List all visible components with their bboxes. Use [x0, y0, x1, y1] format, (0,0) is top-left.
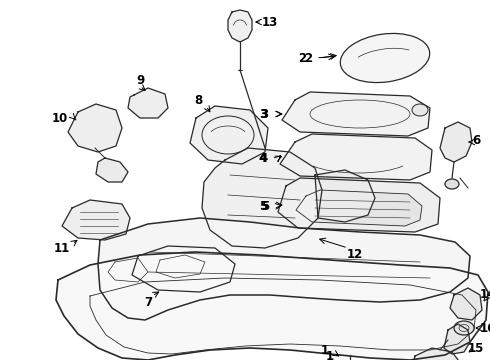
Text: 9: 9 — [136, 73, 144, 86]
Text: 1: 1 — [321, 343, 329, 356]
Polygon shape — [190, 106, 268, 164]
Polygon shape — [282, 92, 430, 136]
Text: 1: 1 — [326, 350, 334, 360]
Text: 5: 5 — [261, 199, 269, 212]
Polygon shape — [296, 190, 422, 226]
Text: 12: 12 — [347, 248, 363, 261]
Text: 3: 3 — [259, 108, 267, 121]
Text: 3: 3 — [260, 108, 268, 121]
Polygon shape — [410, 348, 462, 360]
Text: 13: 13 — [262, 15, 278, 28]
Ellipse shape — [445, 179, 459, 189]
Ellipse shape — [454, 321, 474, 335]
Ellipse shape — [341, 33, 430, 82]
Polygon shape — [132, 246, 235, 292]
Polygon shape — [202, 148, 322, 248]
Polygon shape — [450, 288, 482, 320]
Text: 2: 2 — [304, 51, 312, 64]
Text: 10: 10 — [52, 112, 68, 125]
Polygon shape — [440, 122, 472, 162]
Text: 11: 11 — [54, 242, 70, 255]
Polygon shape — [56, 252, 488, 360]
Polygon shape — [68, 104, 122, 152]
Polygon shape — [280, 134, 432, 180]
Text: 5: 5 — [259, 199, 267, 212]
Polygon shape — [444, 324, 470, 354]
Text: 4: 4 — [259, 152, 267, 165]
Polygon shape — [98, 218, 470, 320]
Text: 16: 16 — [480, 321, 490, 334]
Text: 15: 15 — [468, 342, 484, 355]
Polygon shape — [228, 10, 252, 42]
Text: 2: 2 — [298, 51, 306, 64]
Polygon shape — [128, 88, 168, 118]
Text: 6: 6 — [472, 134, 480, 147]
Text: 8: 8 — [194, 94, 202, 107]
Polygon shape — [62, 200, 130, 240]
Ellipse shape — [412, 104, 428, 116]
Text: 7: 7 — [144, 296, 152, 309]
Polygon shape — [278, 178, 440, 232]
Polygon shape — [315, 170, 375, 222]
Polygon shape — [96, 158, 128, 182]
Text: 14: 14 — [480, 288, 490, 301]
Text: 4: 4 — [260, 152, 268, 165]
